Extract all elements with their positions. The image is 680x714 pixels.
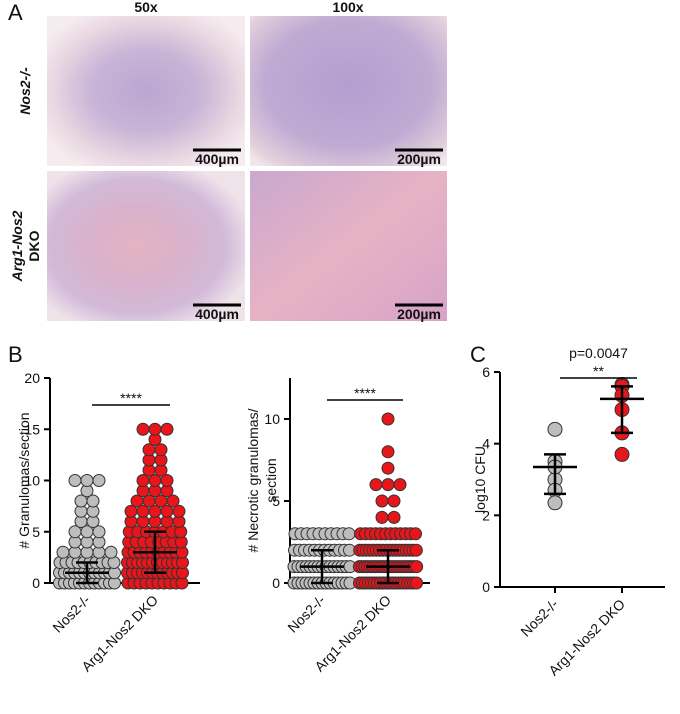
- data-point: [136, 422, 150, 436]
- data-point: [409, 543, 423, 557]
- row-label-text: Nos2-/-: [17, 67, 33, 115]
- data-point: [381, 445, 395, 459]
- scale-bar-label: 200µm: [397, 151, 441, 167]
- data-point: [381, 478, 395, 492]
- x-tick-label: Nos2-/-: [49, 592, 93, 636]
- data-point: [375, 510, 389, 524]
- row-label: Arg1-Nos2 DKO: [9, 210, 42, 282]
- data-point: [80, 474, 94, 487]
- y-axis-label-line: section: [263, 458, 279, 502]
- panel-label: B: [8, 342, 23, 367]
- x-tick-label: Nos2-/-: [517, 596, 561, 640]
- data-point: [160, 474, 174, 487]
- y-axis-label: # Necrotic granulomas/section: [245, 408, 279, 552]
- data-point: [92, 525, 106, 539]
- y-axis-label-line: # Granulomas/section: [16, 412, 32, 548]
- data-point: [369, 478, 383, 492]
- y-tick-label: 10: [264, 411, 280, 427]
- micrograph: [47, 16, 245, 166]
- y-axis-label-line: # Necrotic granulomas/: [245, 408, 261, 552]
- data-point: [375, 494, 389, 508]
- x-tick-label: Nos2-/-: [284, 592, 328, 636]
- data-point: [342, 527, 356, 541]
- data-point: [547, 421, 563, 437]
- significance-stars: **: [593, 363, 604, 379]
- significance-stars: ****: [120, 390, 142, 406]
- y-tick-label: 5: [32, 524, 40, 540]
- panel-label: A: [8, 0, 23, 25]
- micrograph: [250, 171, 447, 321]
- y-tick-label: 10: [24, 473, 40, 489]
- data-point: [68, 474, 82, 487]
- data-point: [547, 495, 563, 511]
- column-header: 100x: [332, 0, 363, 15]
- data-point: [381, 412, 395, 426]
- y-tick-label: 5: [272, 493, 280, 509]
- data-point: [410, 560, 424, 574]
- data-point: [148, 422, 162, 436]
- scale-bar-label: 400µm: [195, 306, 239, 322]
- y-tick-label: 0: [32, 575, 40, 591]
- p-value: p=0.0047: [569, 345, 628, 361]
- data-point: [381, 461, 395, 475]
- y-tick-label: 0: [272, 575, 280, 591]
- micrograph: [47, 171, 245, 321]
- data-point: [393, 478, 407, 492]
- significance-stars: ****: [354, 385, 376, 401]
- scale-bar-label: 200µm: [397, 306, 441, 322]
- data-point: [166, 494, 180, 508]
- data-point: [86, 494, 100, 508]
- y-tick-label: 2: [482, 507, 490, 523]
- row-label-text: DKO: [26, 230, 42, 261]
- y-axis-label-line: log10 CFU: [472, 446, 488, 513]
- y-axis-label: log10 CFU: [472, 446, 488, 513]
- data-point: [56, 545, 70, 559]
- y-tick-label: 6: [482, 364, 490, 380]
- row-label-text: Arg1-Nos2: [9, 210, 25, 282]
- data-point: [614, 446, 630, 462]
- data-point: [104, 545, 118, 559]
- data-point: [92, 474, 106, 487]
- panel-label: C: [470, 342, 486, 367]
- data-point: [387, 494, 401, 508]
- y-axis-label: # Granulomas/section: [16, 412, 32, 548]
- y-tick-label: 0: [482, 579, 490, 595]
- y-tick-label: 20: [24, 370, 40, 386]
- data-point: [172, 504, 186, 518]
- data-point: [387, 510, 401, 524]
- row-label: Nos2-/-: [17, 67, 33, 115]
- scale-bar-label: 400µm: [195, 151, 239, 167]
- column-header: 50x: [134, 0, 158, 15]
- data-point: [410, 576, 423, 590]
- y-tick-label: 15: [24, 421, 40, 437]
- data-point: [154, 443, 168, 457]
- data-point: [160, 422, 174, 436]
- micrograph: [250, 16, 447, 166]
- data-point: [409, 527, 422, 541]
- y-tick-label: 4: [482, 436, 490, 452]
